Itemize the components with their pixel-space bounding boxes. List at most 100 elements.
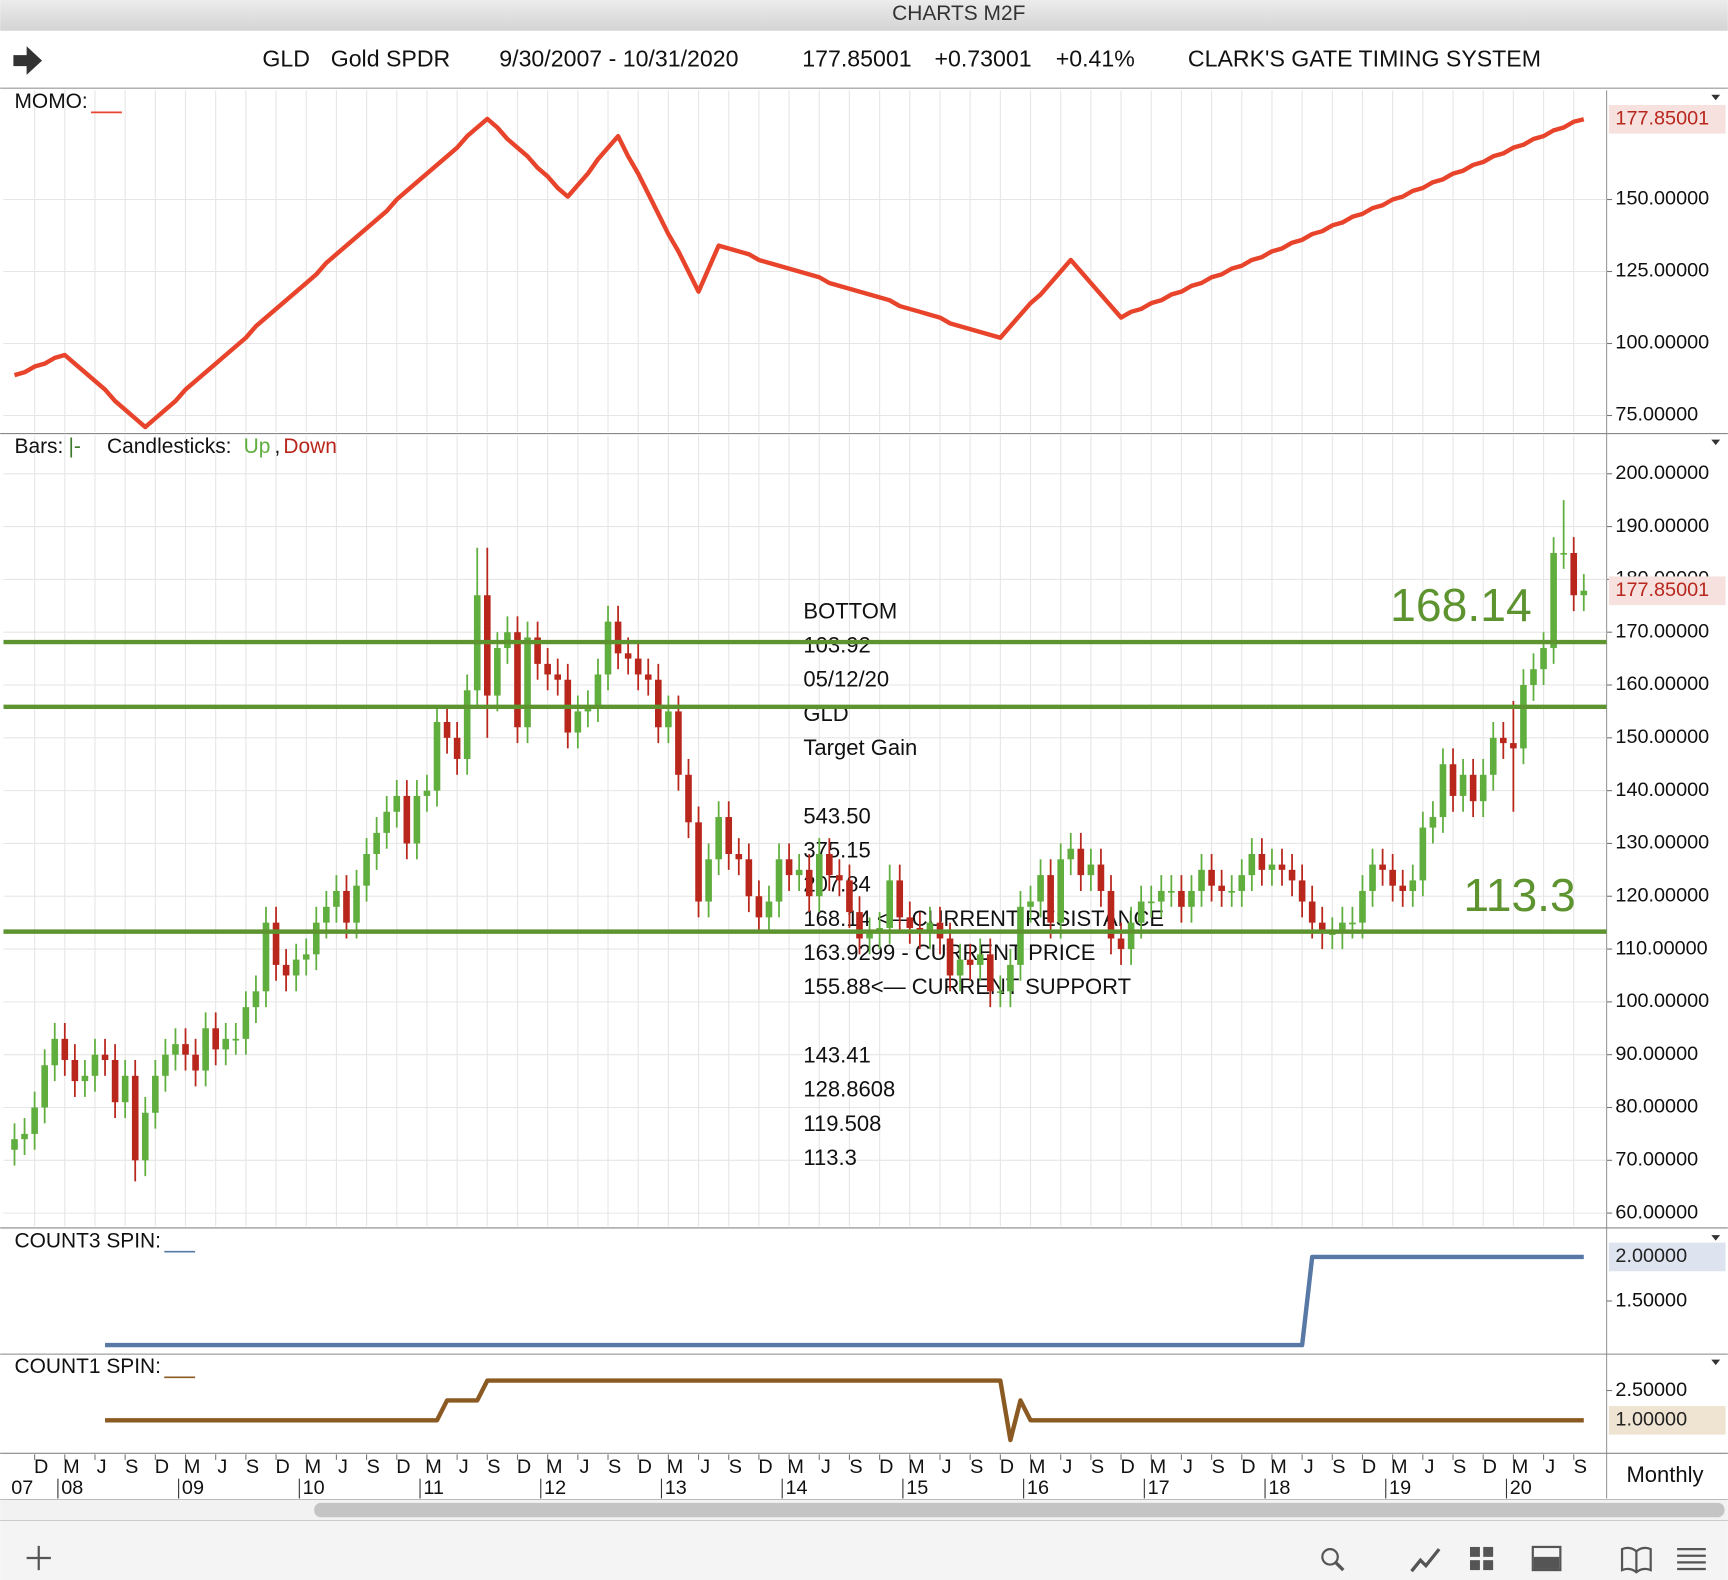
window-title: CHARTS M2F: [892, 2, 1025, 25]
candle-body: [333, 890, 340, 907]
year-label: 08: [61, 1477, 83, 1499]
current-value-label: 1.00000: [1615, 1409, 1687, 1431]
period-selector[interactable]: Monthly: [1626, 1462, 1703, 1487]
x-tick-label: D: [758, 1456, 772, 1478]
candle-body: [655, 679, 662, 728]
menu-button[interactable]: [1677, 1548, 1706, 1571]
candle-body: [453, 737, 461, 759]
y-tick-label: 120.00000: [1615, 884, 1709, 906]
candle-body: [775, 859, 783, 902]
candle-body: [302, 954, 310, 960]
annotation: BOTTOM: [803, 598, 897, 623]
y-tick-label: 150.00000: [1615, 188, 1709, 210]
panel-menu[interactable]: [1711, 1235, 1721, 1241]
candle-body: [665, 711, 672, 728]
y-tick-label: 125.00000: [1615, 260, 1709, 282]
level-label: 168.14: [1390, 579, 1532, 631]
x-tick-label: J: [1183, 1456, 1193, 1478]
candle-body: [383, 811, 391, 833]
candle-body: [604, 621, 612, 675]
year-label: 18: [1268, 1477, 1290, 1499]
candle-body: [1238, 875, 1246, 891]
year-label: 12: [544, 1477, 566, 1499]
candle-body: [675, 711, 682, 775]
candle-body: [292, 959, 300, 976]
layout-button[interactable]: [1469, 1546, 1494, 1571]
arrow-button[interactable]: [13, 46, 43, 75]
candle-body: [232, 1038, 240, 1041]
candle-body: [1429, 817, 1437, 828]
window-button[interactable]: [1531, 1545, 1562, 1572]
candle-body: [31, 1107, 38, 1134]
y-tick-label: 1.50000: [1615, 1289, 1687, 1311]
legend-symbol: |-: [68, 435, 80, 458]
y-tick-label: 190.00000: [1615, 515, 1709, 537]
candle-body: [222, 1038, 230, 1050]
panel-menu[interactable]: [1711, 94, 1721, 101]
legend-separator: ,: [275, 435, 281, 458]
panel-menu[interactable]: [1711, 439, 1721, 446]
x-tick-label: D: [34, 1456, 48, 1478]
year-label: 17: [1148, 1477, 1170, 1499]
candle-body: [846, 880, 853, 913]
change-pct: +0.41%: [1056, 46, 1135, 72]
x-tick-label: D: [1241, 1456, 1255, 1478]
candle-body: [836, 875, 843, 881]
candle-body: [212, 1028, 219, 1050]
candle-body: [1218, 885, 1225, 891]
scrollbar[interactable]: [314, 1502, 1725, 1518]
panel-label: COUNT3 SPIN:: [15, 1229, 161, 1252]
candle-body: [1379, 864, 1386, 870]
candle-body: [1208, 869, 1215, 886]
x-tick-label: M: [63, 1456, 80, 1478]
candle-body: [1298, 880, 1306, 902]
x-tick-label: D: [1483, 1456, 1497, 1478]
candle-body: [1349, 922, 1356, 925]
x-tick-label: S: [1212, 1456, 1225, 1478]
candle-body: [856, 912, 863, 939]
current-value-marker: [1608, 576, 1726, 606]
x-tick-label: J: [1304, 1456, 1314, 1478]
y-tick-label: 160.00000: [1615, 673, 1709, 695]
candle-body: [252, 991, 260, 1008]
candle-body: [172, 1044, 179, 1055]
panel-menu[interactable]: [1711, 1359, 1721, 1366]
candle-body: [514, 632, 521, 728]
year-label: 10: [303, 1477, 325, 1499]
chart-style-button[interactable]: [1410, 1548, 1441, 1573]
x-tick-label: J: [459, 1456, 469, 1478]
candle-body: [614, 621, 622, 654]
annotation: 128.8608: [803, 1077, 895, 1102]
add-button[interactable]: [26, 1545, 51, 1571]
y-tick-label: 90.00000: [1615, 1043, 1698, 1065]
x-tick-label: M: [1029, 1456, 1046, 1478]
search-button[interactable]: [1321, 1548, 1345, 1572]
candle-body: [121, 1075, 129, 1103]
candle-body: [1097, 864, 1105, 891]
legend-up: Up: [244, 435, 271, 458]
x-tick-label: M: [667, 1456, 684, 1478]
candle-body: [81, 1075, 89, 1082]
x-tick-label: D: [1000, 1456, 1014, 1478]
candle-body: [1479, 774, 1487, 802]
x-tick-label: D: [1362, 1456, 1376, 1478]
x-tick-label: S: [729, 1456, 742, 1478]
title-bar: [0, 0, 1728, 31]
candle-body: [1117, 938, 1125, 950]
candle-body: [534, 637, 541, 664]
x-tick-label: J: [821, 1456, 831, 1478]
indicator-line: [105, 1378, 1584, 1443]
candle-body: [1489, 737, 1497, 775]
panel-label: COUNT1 SPIN:: [15, 1355, 161, 1378]
x-tick-label: S: [487, 1456, 500, 1478]
candle-body: [735, 854, 743, 860]
candle-body: [152, 1075, 159, 1113]
candle-body: [765, 901, 773, 918]
candle-body: [1228, 890, 1236, 893]
candle-body: [1007, 964, 1014, 992]
candle-body: [373, 832, 380, 855]
book-button[interactable]: [1620, 1546, 1652, 1574]
candle-body: [956, 959, 964, 976]
candle-body: [483, 595, 491, 696]
